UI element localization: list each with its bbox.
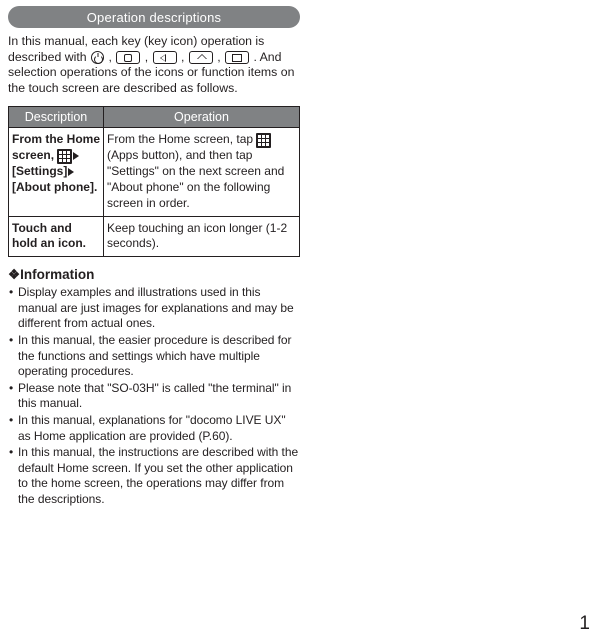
r1d-c: [About phone]. <box>12 180 97 194</box>
intro-paragraph: In this manual, each key (key icon) oper… <box>8 34 300 96</box>
table-row-2-operation: Keep touching an icon longer (1-2 second… <box>104 216 300 257</box>
table-row-2-description: Touch and hold an icon. <box>9 216 104 257</box>
information-heading: ❖Information <box>8 267 300 283</box>
operations-table: Description Operation From the Home scre… <box>8 106 300 257</box>
table-header-description: Description <box>9 107 104 128</box>
power-key-icon <box>91 51 104 64</box>
list-item: Display examples and illustrations used … <box>8 285 300 332</box>
arrow-icon <box>73 152 79 160</box>
table-row-1-operation: From the Home screen, tap (Apps button),… <box>104 128 300 216</box>
section-tab: Operation descriptions <box>8 6 300 28</box>
r1d-a: From the Home screen, <box>12 132 100 162</box>
list-item: In this manual, the easier procedure is … <box>8 333 300 380</box>
camera-key-icon <box>116 51 140 64</box>
r1d-b: [Settings] <box>12 164 67 178</box>
home-key-icon <box>189 51 213 64</box>
apps-grid-icon <box>256 133 271 148</box>
information-list: Display examples and illustrations used … <box>8 285 300 507</box>
recent-key-icon <box>225 51 249 64</box>
r1o-b: (Apps button), and then tap "Settings" o… <box>107 148 284 209</box>
r1o-a: From the Home screen, tap <box>107 132 256 146</box>
apps-grid-icon <box>57 149 72 164</box>
table-row-1-description: From the Home screen, [Settings] [About p… <box>9 128 104 216</box>
arrow-icon <box>68 168 74 176</box>
list-item: In this manual, the instructions are des… <box>8 445 300 507</box>
page-number: 1 <box>579 613 590 635</box>
list-item: Please note that "SO-03H" is called "the… <box>8 381 300 412</box>
table-header-operation: Operation <box>104 107 300 128</box>
back-key-icon <box>153 51 177 64</box>
list-item: In this manual, explanations for "docomo… <box>8 413 300 444</box>
